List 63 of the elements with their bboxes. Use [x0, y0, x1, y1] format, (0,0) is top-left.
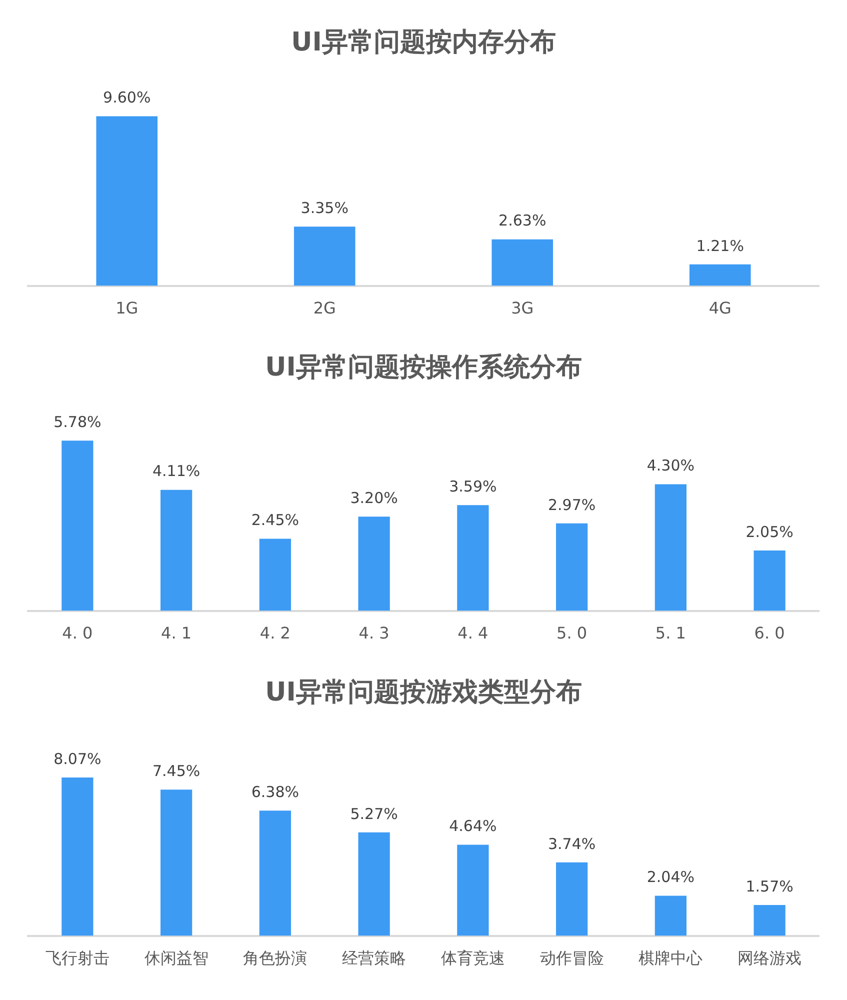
- x-tick-label: 棋牌中心: [638, 948, 703, 968]
- data-label: 2.97%: [548, 496, 596, 514]
- bar: [62, 440, 94, 611]
- x-tick-label: 6. 0: [754, 624, 785, 643]
- data-label: 3.59%: [449, 478, 497, 496]
- x-tick-label: 1G: [116, 298, 138, 318]
- bar: [492, 239, 554, 286]
- data-label: 6.38%: [251, 783, 300, 801]
- bar: [259, 538, 292, 611]
- bar: [457, 505, 489, 611]
- bar: [160, 790, 192, 936]
- chart-title: UI异常问题按操作系统分布: [265, 352, 582, 382]
- data-label: 4.64%: [449, 817, 497, 836]
- data-label: 4.11%: [152, 462, 200, 480]
- data-label: 9.60%: [103, 88, 151, 107]
- x-tick-label: 休闲益智: [144, 948, 208, 968]
- x-tick-label: 5. 0: [556, 624, 588, 643]
- bar: [457, 844, 489, 936]
- data-label: 2.05%: [746, 522, 794, 541]
- data-label: 4.30%: [646, 456, 695, 475]
- x-tick-label: 网络游戏: [738, 948, 802, 968]
- bar: [754, 904, 786, 936]
- data-label: 5.78%: [54, 413, 102, 432]
- x-tick-label: 2G: [313, 298, 336, 318]
- x-tick-label: 4. 0: [62, 624, 93, 643]
- bar: [62, 777, 94, 936]
- chart-title: UI异常问题按内存分布: [291, 27, 556, 58]
- data-label: 2.63%: [498, 212, 546, 230]
- x-tick-label: 4. 2: [260, 624, 290, 643]
- bar: [96, 116, 158, 286]
- data-label: 3.74%: [548, 834, 596, 853]
- x-tick-label: 体育竞速: [440, 948, 505, 968]
- data-label: 2.04%: [646, 868, 695, 886]
- x-tick-label: 4. 4: [458, 624, 488, 643]
- chart-title: UI异常问题按游戏类型分布: [265, 677, 582, 708]
- data-label: 2.45%: [251, 511, 300, 530]
- bar: [654, 896, 687, 936]
- data-label: 1.21%: [696, 236, 744, 255]
- bar: [556, 862, 588, 936]
- bar: [654, 484, 687, 611]
- x-tick-label: 5. 1: [655, 624, 686, 643]
- data-label: 5.27%: [350, 804, 398, 823]
- x-tick-label: 经营策略: [342, 948, 406, 968]
- x-tick-label: 角色扮演: [243, 948, 308, 968]
- x-tick-label: 飞行射击: [45, 948, 110, 968]
- bar: [689, 264, 751, 286]
- bar: [556, 523, 588, 611]
- x-tick-label: 3G: [511, 298, 534, 318]
- x-tick-label: 动作冒险: [540, 948, 604, 968]
- data-label: 3.20%: [350, 489, 398, 508]
- bar: [358, 516, 390, 611]
- data-label: 3.35%: [300, 199, 348, 218]
- data-label: 1.57%: [746, 877, 794, 896]
- x-tick-label: 4. 1: [161, 624, 192, 643]
- bar: [259, 810, 292, 936]
- x-tick-label: 4G: [708, 298, 732, 318]
- bar: [294, 226, 356, 286]
- bar: [358, 832, 390, 936]
- data-label: 8.07%: [54, 750, 102, 768]
- x-tick-label: 4. 3: [358, 624, 390, 643]
- bar: [160, 490, 192, 611]
- bar: [754, 550, 786, 611]
- data-label: 7.45%: [152, 762, 200, 780]
